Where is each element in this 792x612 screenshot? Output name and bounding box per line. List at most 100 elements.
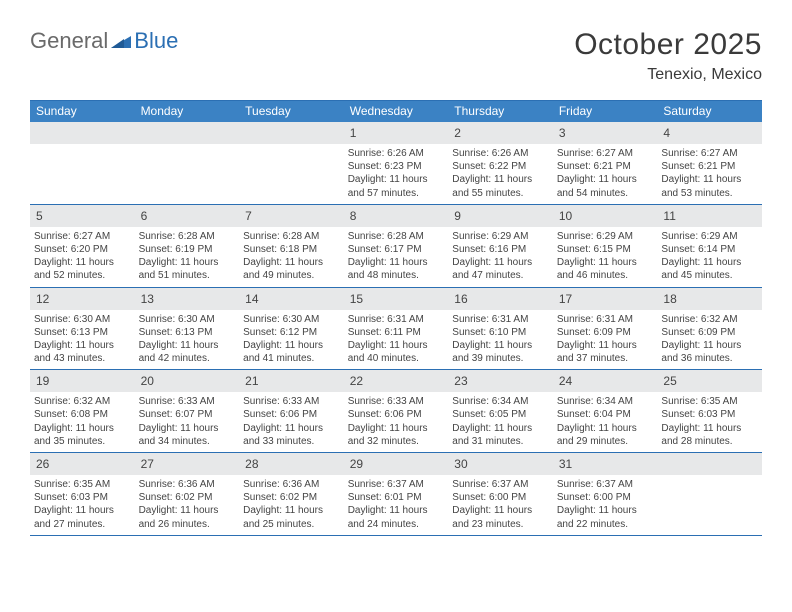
day-number: 8 bbox=[350, 209, 357, 223]
day-number: 11 bbox=[663, 209, 675, 223]
day-cell bbox=[657, 453, 762, 535]
day-cell: 14Sunrise: 6:30 AMSunset: 6:12 PMDayligh… bbox=[239, 288, 344, 370]
week-row: 12Sunrise: 6:30 AMSunset: 6:13 PMDayligh… bbox=[30, 288, 762, 371]
sunset-line: Sunset: 6:03 PM bbox=[661, 408, 758, 421]
daynum-row: 4 bbox=[657, 122, 762, 144]
sunrise-line: Sunrise: 6:26 AM bbox=[452, 147, 549, 160]
day-cell: 2Sunrise: 6:26 AMSunset: 6:22 PMDaylight… bbox=[448, 122, 553, 204]
daylight-line: and 37 minutes. bbox=[557, 352, 654, 365]
sunset-line: Sunset: 6:11 PM bbox=[348, 326, 445, 339]
day-number: 28 bbox=[245, 457, 258, 471]
day-cell: 18Sunrise: 6:32 AMSunset: 6:09 PMDayligh… bbox=[657, 288, 762, 370]
sunset-line: Sunset: 6:20 PM bbox=[34, 243, 131, 256]
day-number: 15 bbox=[350, 292, 363, 306]
day-number bbox=[141, 126, 144, 140]
sunrise-line: Sunrise: 6:37 AM bbox=[557, 478, 654, 491]
day-cell bbox=[30, 122, 135, 204]
daylight-line: Daylight: 11 hours bbox=[452, 504, 549, 517]
sunset-line: Sunset: 6:15 PM bbox=[557, 243, 654, 256]
day-cell: 16Sunrise: 6:31 AMSunset: 6:10 PMDayligh… bbox=[448, 288, 553, 370]
daynum-row: 16 bbox=[448, 288, 553, 310]
sunrise-line: Sunrise: 6:37 AM bbox=[348, 478, 445, 491]
day-cell: 24Sunrise: 6:34 AMSunset: 6:04 PMDayligh… bbox=[553, 370, 658, 452]
day-cell: 6Sunrise: 6:28 AMSunset: 6:19 PMDaylight… bbox=[135, 205, 240, 287]
sunset-line: Sunset: 6:12 PM bbox=[243, 326, 340, 339]
daylight-line: and 36 minutes. bbox=[661, 352, 758, 365]
day-number: 29 bbox=[350, 457, 363, 471]
day-cell: 5Sunrise: 6:27 AMSunset: 6:20 PMDaylight… bbox=[30, 205, 135, 287]
sunset-line: Sunset: 6:06 PM bbox=[348, 408, 445, 421]
day-number: 1 bbox=[350, 126, 357, 140]
daylight-line: Daylight: 11 hours bbox=[661, 422, 758, 435]
sunrise-line: Sunrise: 6:32 AM bbox=[34, 395, 131, 408]
sunset-line: Sunset: 6:08 PM bbox=[34, 408, 131, 421]
daynum-row: 11 bbox=[657, 205, 762, 227]
daynum-row: 22 bbox=[344, 370, 449, 392]
day-number: 30 bbox=[454, 457, 467, 471]
day-cell bbox=[239, 122, 344, 204]
day-cell: 27Sunrise: 6:36 AMSunset: 6:02 PMDayligh… bbox=[135, 453, 240, 535]
daylight-line: Daylight: 11 hours bbox=[557, 256, 654, 269]
week-row: 26Sunrise: 6:35 AMSunset: 6:03 PMDayligh… bbox=[30, 453, 762, 536]
daylight-line: Daylight: 11 hours bbox=[243, 504, 340, 517]
sunrise-line: Sunrise: 6:34 AM bbox=[452, 395, 549, 408]
sunrise-line: Sunrise: 6:33 AM bbox=[243, 395, 340, 408]
daylight-line: and 27 minutes. bbox=[34, 518, 131, 531]
sunrise-line: Sunrise: 6:27 AM bbox=[661, 147, 758, 160]
day-cell: 20Sunrise: 6:33 AMSunset: 6:07 PMDayligh… bbox=[135, 370, 240, 452]
daylight-line: Daylight: 11 hours bbox=[348, 173, 445, 186]
day-number: 4 bbox=[663, 126, 670, 140]
daynum-row: 21 bbox=[239, 370, 344, 392]
day-header: Sunday bbox=[30, 101, 135, 122]
sunrise-line: Sunrise: 6:33 AM bbox=[348, 395, 445, 408]
sunrise-line: Sunrise: 6:30 AM bbox=[243, 313, 340, 326]
day-number: 25 bbox=[663, 374, 676, 388]
sunrise-line: Sunrise: 6:34 AM bbox=[557, 395, 654, 408]
sunrise-line: Sunrise: 6:37 AM bbox=[452, 478, 549, 491]
daylight-line: Daylight: 11 hours bbox=[452, 173, 549, 186]
daylight-line: Daylight: 11 hours bbox=[452, 256, 549, 269]
daylight-line: Daylight: 11 hours bbox=[557, 173, 654, 186]
daynum-row: 26 bbox=[30, 453, 135, 475]
sunset-line: Sunset: 6:13 PM bbox=[34, 326, 131, 339]
daylight-line: and 33 minutes. bbox=[243, 435, 340, 448]
sunset-line: Sunset: 6:03 PM bbox=[34, 491, 131, 504]
daylight-line: and 52 minutes. bbox=[34, 269, 131, 282]
daylight-line: Daylight: 11 hours bbox=[557, 504, 654, 517]
day-cell: 10Sunrise: 6:29 AMSunset: 6:15 PMDayligh… bbox=[553, 205, 658, 287]
day-cell: 11Sunrise: 6:29 AMSunset: 6:14 PMDayligh… bbox=[657, 205, 762, 287]
sunrise-line: Sunrise: 6:27 AM bbox=[557, 147, 654, 160]
sunset-line: Sunset: 6:04 PM bbox=[557, 408, 654, 421]
daynum-row: 14 bbox=[239, 288, 344, 310]
day-cell: 13Sunrise: 6:30 AMSunset: 6:13 PMDayligh… bbox=[135, 288, 240, 370]
day-number: 31 bbox=[559, 457, 572, 471]
daynum-row bbox=[657, 453, 762, 475]
day-cell: 19Sunrise: 6:32 AMSunset: 6:08 PMDayligh… bbox=[30, 370, 135, 452]
sunset-line: Sunset: 6:13 PM bbox=[139, 326, 236, 339]
day-number: 18 bbox=[663, 292, 676, 306]
sunset-line: Sunset: 6:05 PM bbox=[452, 408, 549, 421]
daylight-line: Daylight: 11 hours bbox=[348, 504, 445, 517]
daylight-line: and 57 minutes. bbox=[348, 187, 445, 200]
day-number: 22 bbox=[350, 374, 363, 388]
daylight-line: Daylight: 11 hours bbox=[452, 339, 549, 352]
daylight-line: and 22 minutes. bbox=[557, 518, 654, 531]
sunrise-line: Sunrise: 6:29 AM bbox=[557, 230, 654, 243]
daynum-row: 29 bbox=[344, 453, 449, 475]
day-cell bbox=[135, 122, 240, 204]
daylight-line: and 42 minutes. bbox=[139, 352, 236, 365]
sunrise-line: Sunrise: 6:29 AM bbox=[661, 230, 758, 243]
day-number bbox=[663, 457, 666, 471]
day-cell: 12Sunrise: 6:30 AMSunset: 6:13 PMDayligh… bbox=[30, 288, 135, 370]
page: General Blue October 2025 Tenexio, Mexic… bbox=[0, 0, 792, 556]
month-title: October 2025 bbox=[574, 28, 762, 62]
day-number: 17 bbox=[559, 292, 572, 306]
sunrise-line: Sunrise: 6:30 AM bbox=[139, 313, 236, 326]
daylight-line: and 47 minutes. bbox=[452, 269, 549, 282]
day-number: 20 bbox=[141, 374, 154, 388]
daynum-row: 9 bbox=[448, 205, 553, 227]
daynum-row bbox=[30, 122, 135, 144]
daylight-line: Daylight: 11 hours bbox=[139, 256, 236, 269]
daynum-row: 2 bbox=[448, 122, 553, 144]
day-header: Monday bbox=[135, 101, 240, 122]
